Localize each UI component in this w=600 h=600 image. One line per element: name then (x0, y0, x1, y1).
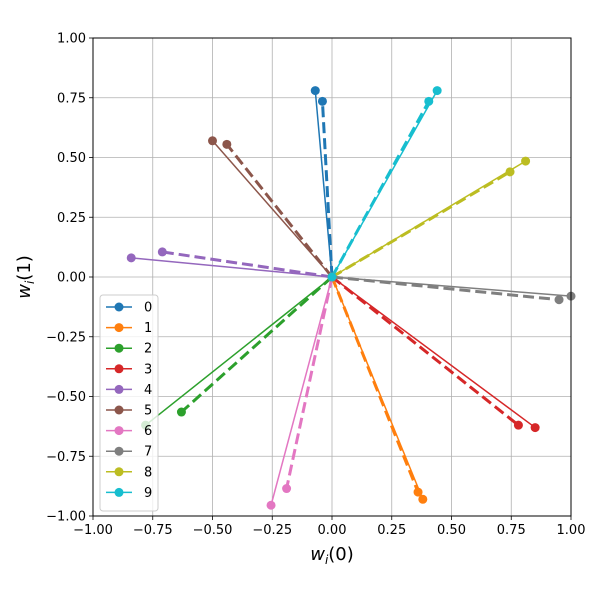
x-tick-label: −0.50 (193, 523, 233, 538)
ticks: −1.00 −0.75 −0.50 −0.25 0.00 0.25 0.50 0.75 1.00… (46, 32, 585, 539)
y-tick-label: −1.00 (46, 510, 86, 525)
y-tick-label: 0.00 (57, 271, 86, 286)
y-tick-label: 0.75 (57, 91, 86, 106)
series-3-solid-end-point (530, 423, 540, 433)
series-3-dashed-end-point (513, 420, 523, 430)
x-tick-label: −1.00 (73, 523, 113, 538)
series-0-dashed-end-point (317, 96, 327, 106)
x-tick-label: −0.25 (252, 523, 292, 538)
legend-label-8: 8 (144, 465, 152, 480)
series-8-dashed-line (331, 170, 511, 279)
y-tick-label: −0.75 (46, 450, 86, 465)
legend-label-0: 0 (144, 301, 152, 316)
series-6-dashed-line (285, 276, 334, 489)
legend-marker-6 (114, 426, 124, 436)
legend-marker-0 (114, 302, 124, 312)
series-5-dashed-end-point (222, 139, 232, 149)
legend-marker-1 (114, 323, 124, 333)
series-6-dashed-end-point (282, 484, 292, 494)
x-tick-label: −0.75 (133, 523, 173, 538)
series-8-solid-end-point (521, 156, 531, 166)
y-axis-label-sub: i (23, 280, 37, 284)
x-tick-label: 1.00 (557, 523, 586, 538)
legend-label-4: 4 (144, 383, 152, 398)
legend-label-9: 9 (144, 486, 152, 501)
series-clip-group (131, 90, 571, 506)
x-axis-label-sub: i (325, 553, 329, 567)
series-0-dashed-line (320, 101, 334, 278)
legend-label-1: 1 (144, 321, 152, 336)
series-group (126, 86, 576, 510)
series-2-dashed-end-point (176, 407, 186, 417)
legend-label-3: 3 (144, 362, 152, 377)
legend-label-2: 2 (144, 342, 152, 357)
y-tick-label: −0.25 (46, 330, 86, 345)
series-9-dashed-line (330, 100, 431, 278)
series-4-dashed-end-point (157, 247, 167, 257)
series-6-solid-line (270, 276, 333, 506)
series-1-dashed-line (330, 276, 420, 493)
y-axis-label-main: w (14, 284, 35, 299)
legend-marker-5 (114, 405, 124, 415)
x-axis-label: wi(0) (310, 544, 354, 567)
series-1-solid-end-point (418, 494, 428, 504)
legend-marker-4 (114, 384, 124, 394)
series-7-dashed-line (331, 275, 560, 302)
series-7-dashed-end-point (554, 295, 564, 305)
legend-marker-7 (114, 446, 124, 456)
series-9-dashed-end-point (424, 96, 434, 106)
x-tick-label: 0.25 (377, 523, 406, 538)
legend: 0 1 2 3 4 5 6 7 8 9 (99, 294, 159, 512)
series-5-solid-line (211, 140, 333, 278)
legend-marker-9 (114, 487, 124, 497)
series-2-dashed-line (180, 275, 334, 414)
legend-box (99, 294, 159, 512)
series-1-dashed-end-point (413, 487, 423, 497)
series-8-dashed-end-point (505, 167, 515, 177)
series-6-solid-end-point (266, 500, 276, 510)
x-axis-label-main: w (310, 544, 325, 565)
y-axis-label: wi(1) (14, 255, 37, 299)
series-9-solid-end-point (432, 86, 442, 96)
x-axis-label-arg: (0) (328, 544, 354, 565)
series-2-solid-line (145, 276, 333, 426)
series-3-dashed-line (331, 275, 520, 427)
y-tick-label: 1.00 (57, 32, 86, 47)
y-tick-label: −0.50 (46, 390, 86, 405)
series-9-origin-point (327, 272, 337, 282)
series-0-solid-end-point (310, 86, 320, 96)
x-tick-label: 0.50 (437, 523, 466, 538)
series-5-dashed-line (225, 143, 334, 278)
y-tick-label: 0.25 (57, 211, 86, 226)
x-tick-label: 0.00 (318, 523, 347, 538)
series-4-solid-line (131, 257, 333, 278)
legend-marker-2 (114, 343, 124, 353)
y-tick-label: 0.50 (57, 151, 86, 166)
series-0-solid-line (314, 90, 333, 278)
legend-label-7: 7 (144, 445, 152, 460)
y-axis-label-arg: (1) (14, 255, 35, 281)
x-tick-label: 0.75 (497, 523, 526, 538)
series-4-solid-end-point (126, 253, 136, 263)
series-4-dashed-line (162, 250, 333, 279)
legend-marker-8 (114, 467, 124, 477)
series-5-solid-end-point (208, 136, 217, 146)
legend-label-6: 6 (144, 424, 152, 439)
legend-label-5: 5 (144, 404, 152, 419)
legend-marker-3 (114, 364, 124, 374)
